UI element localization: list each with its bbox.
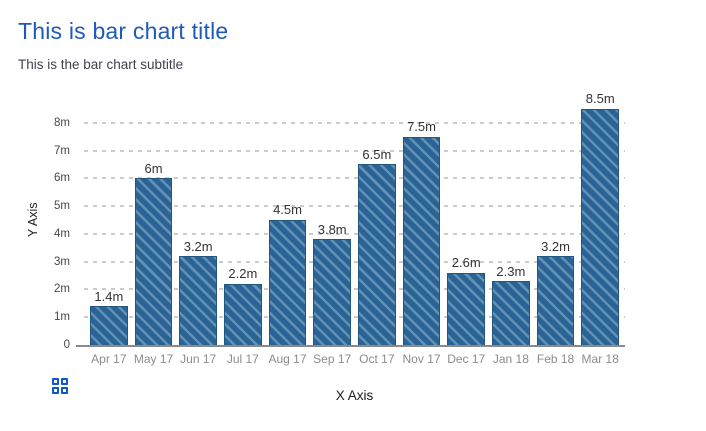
bar[interactable] (358, 164, 396, 345)
bar-series: 1.4m Apr 17 6m May 17 3.2m Jun 17 2.2m Jul 17 4.… (84, 91, 625, 366)
y-tick-label: 2m (54, 283, 70, 296)
x-axis-title: X Axis (335, 388, 374, 403)
page-subtitle: This is the bar chart subtitle (18, 57, 184, 72)
gridline (84, 316, 625, 319)
bar-group: 7.5m Nov 17 (402, 95, 441, 366)
bar[interactable] (492, 281, 530, 345)
grid-menu-icon[interactable] (52, 378, 68, 394)
y-tick-label: 8m (54, 116, 70, 129)
x-tick-label: Aug 17 (268, 352, 307, 366)
bar-value-label: 2.3m (496, 263, 526, 279)
bar-group: 3.8m Sep 17 (313, 95, 352, 366)
y-tick-label: 5m (54, 200, 70, 213)
y-tick-label: 1m (54, 311, 70, 324)
x-tick-label: Jul 17 (226, 352, 259, 366)
x-tick-label: Dec 17 (447, 352, 486, 366)
gridline (84, 288, 625, 291)
gridline (84, 205, 625, 208)
bar-value-label: 8.5m (585, 91, 615, 107)
x-tick-label: Jun 17 (180, 352, 217, 366)
gridline (84, 121, 625, 124)
bar[interactable] (134, 178, 173, 345)
bar-value-label: 7.5m (407, 119, 436, 135)
gridline (84, 149, 625, 152)
bar-group: 8.5m Mar 18 (581, 91, 620, 366)
y-tick-label: 6m (54, 172, 70, 185)
bar[interactable] (268, 220, 307, 345)
x-tick-label: Oct 17 (359, 352, 395, 366)
page-title: This is bar chart title (18, 18, 229, 44)
bar-value-label: 3.8m (317, 221, 347, 237)
bar-group: 6m May 17 (134, 95, 173, 366)
grid-square (52, 387, 59, 394)
x-tick-label: Sep 17 (313, 352, 352, 366)
gridline (84, 232, 625, 235)
y-tick-label: 0 (63, 339, 70, 351)
x-axis-line (76, 345, 625, 347)
bar[interactable] (447, 272, 486, 345)
bar[interactable] (402, 136, 441, 345)
plot-area: 1.4m Apr 17 6m May 17 3.2m Jun 17 2.2m Jul 17 4.… (76, 91, 625, 366)
bar-group: 1.4m Apr 17 (90, 95, 128, 366)
x-tick-label: Nov 17 (402, 352, 441, 366)
x-tick-label: May 17 (133, 352, 174, 366)
bar-group: 3.2m Feb 18 (536, 95, 575, 366)
grid-square (61, 378, 68, 385)
bar-group: 3.2m Jun 17 (179, 95, 218, 366)
x-tick-label: Feb 18 (536, 352, 575, 366)
y-tick-label: 7m (54, 144, 70, 157)
bar-value-label: 6m (144, 160, 163, 176)
bar-group: 4.5m Aug 17 (268, 95, 307, 366)
gridline (84, 177, 625, 180)
bar-value-label: 2.2m (228, 266, 258, 282)
bar-value-label: 4.5m (273, 202, 302, 218)
y-tick-label: 3m (54, 255, 70, 268)
gridline (84, 260, 625, 263)
x-tick-label: Mar 18 (581, 352, 619, 366)
bar-value-label: 2.6m (451, 255, 481, 271)
bar[interactable] (313, 239, 352, 345)
bar-group: 2.3m Jan 18 (492, 95, 530, 366)
bar[interactable] (90, 306, 128, 345)
bar-group: 2.6m Dec 17 (447, 95, 486, 366)
x-tick-label: Jan 18 (492, 352, 529, 366)
y-tick-label: 4m (54, 227, 70, 240)
bar-group: 6.5m Oct 17 (358, 95, 396, 366)
bar-value-label: 3.2m (541, 238, 570, 254)
bar[interactable] (224, 283, 262, 345)
bar[interactable] (581, 108, 620, 345)
y-axis-tick-labels: 0 1m 2m 3m 4m 5m 6m 7m 8m (0, 95, 70, 351)
bar-value-label: 6.5m (362, 146, 392, 162)
bar-value-label: 3.2m (183, 238, 213, 254)
bar-value-label: 1.4m (94, 288, 124, 304)
x-tick-label: Apr 17 (91, 352, 127, 366)
bar[interactable] (536, 256, 575, 345)
bar-group: 2.2m Jul 17 (224, 95, 262, 366)
grid-square (52, 378, 59, 385)
bar[interactable] (179, 256, 218, 345)
grid-square (61, 387, 68, 394)
